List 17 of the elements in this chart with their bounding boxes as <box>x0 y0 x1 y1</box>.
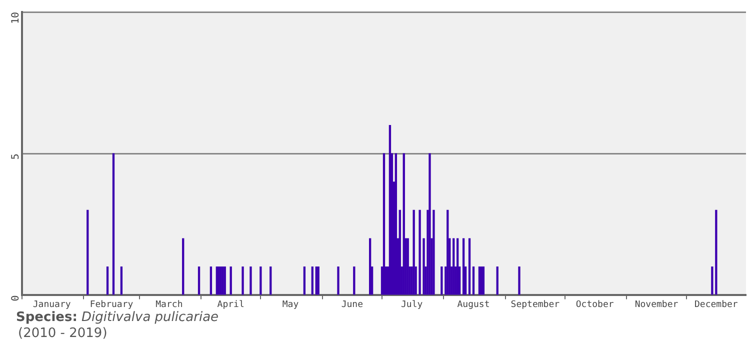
text: (2010 - 2019) <box>17 326 108 342</box>
x-tick-label: May <box>282 300 300 310</box>
x-tick-label: July <box>401 300 424 310</box>
x-tick-label: March <box>156 300 183 310</box>
x-tick-label: December <box>694 300 738 310</box>
x-tick-label: October <box>576 300 614 310</box>
x-tick-label: November <box>634 300 679 310</box>
y-tick-label: 5 <box>10 154 22 160</box>
x-tick-label: January <box>32 300 72 310</box>
x-tick-label: June <box>341 300 364 310</box>
x-tick-label: August <box>457 300 490 310</box>
text: Species: Digitivalva pulicariae <box>16 310 219 325</box>
y-tick-label: 0 <box>10 295 22 302</box>
x-tick-label: September <box>510 300 560 310</box>
y-tick-label: 10 <box>10 12 22 24</box>
x-tick-label: February <box>90 300 134 310</box>
x-tick-label: April <box>217 300 244 310</box>
